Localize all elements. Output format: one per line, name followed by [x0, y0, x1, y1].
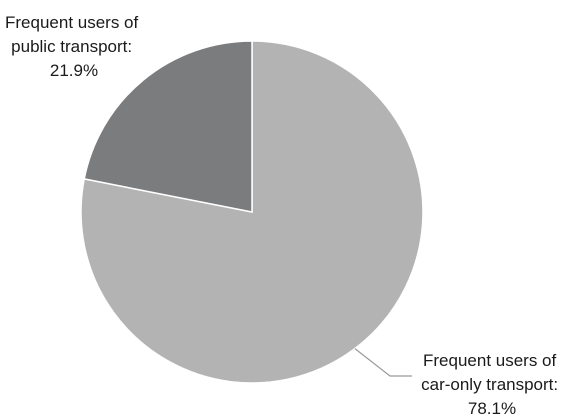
slice-label-car-line-1: Frequent users of [423, 351, 557, 370]
slice-label-car-value: 78.1% [468, 399, 516, 416]
leader-lines [354, 348, 412, 377]
pie-slice-car-only-transport [80, 40, 424, 384]
slice-label-public-transport: Frequent users of public transport: 21.9… [5, 13, 143, 80]
pie-slices [80, 40, 424, 384]
slice-label-public-value: 21.9% [50, 61, 98, 80]
slice-label-car-only-transport: Frequent users of car-only transport: 78… [421, 351, 563, 416]
pie-slice-public-transport [83, 40, 253, 213]
slice-label-public-line-2: public transport: [11, 37, 132, 56]
slice-label-public-line-1: Frequent users of [5, 13, 139, 32]
leader-line-car-only-transport [354, 348, 412, 377]
slice-label-car-line-2: car-only transport: [421, 375, 558, 394]
